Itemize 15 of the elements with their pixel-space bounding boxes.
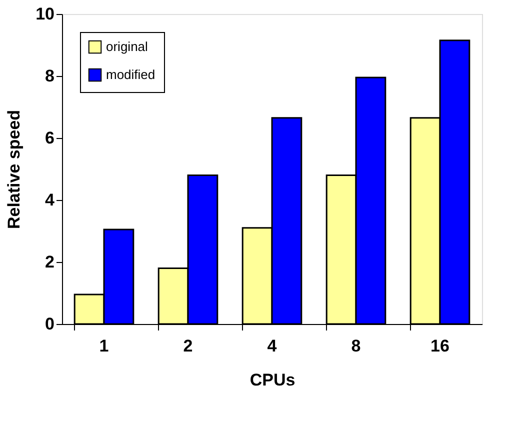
y-tick-label: 8	[45, 66, 54, 86]
y-tick-label: 6	[45, 128, 54, 148]
x-tick-label: 4	[267, 336, 278, 356]
y-tick-label: 0	[45, 314, 54, 334]
y-tick-label: 2	[45, 252, 54, 272]
legend-label: original	[106, 39, 148, 54]
y-tick-label: 10	[36, 4, 54, 24]
x-tick-label: 8	[351, 336, 361, 356]
x-axis-title: CPUs	[250, 370, 296, 390]
y-tick-label: 4	[45, 190, 56, 210]
x-tick-label: 16	[430, 336, 450, 356]
x-tick-label: 2	[183, 336, 193, 356]
legend-label: modified	[106, 67, 156, 82]
x-tick-label: 1	[99, 336, 109, 356]
y-axis-title: Relative speed	[4, 110, 24, 230]
